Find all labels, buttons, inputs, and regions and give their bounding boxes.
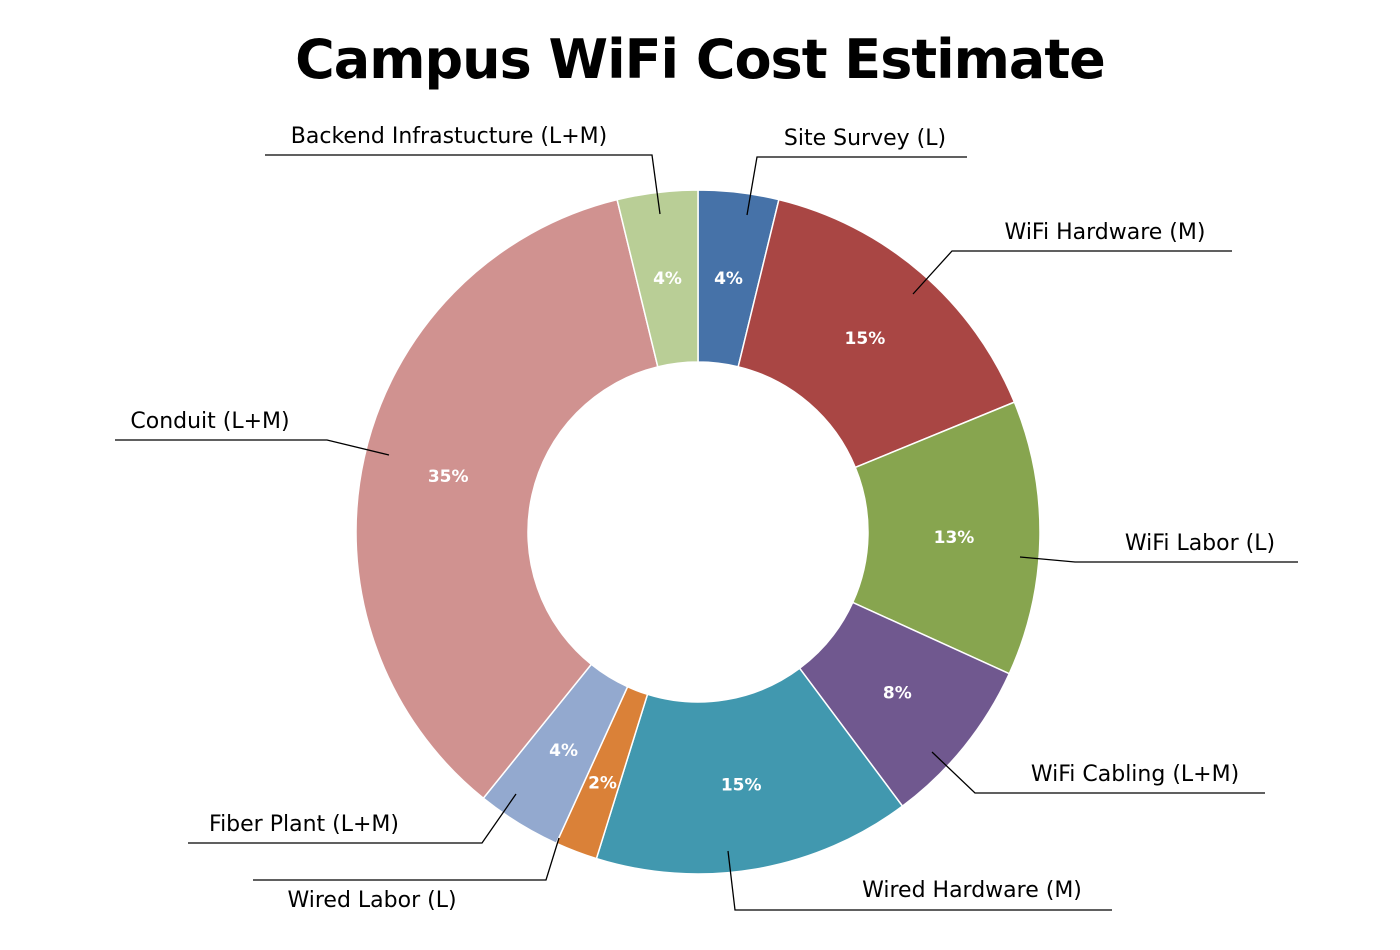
leader-line <box>727 850 1112 911</box>
donut-slice <box>355 198 659 800</box>
category-label-group: Site Survey (L) WiFi Hardware (M) WiFi Lab… <box>130 124 1275 913</box>
category-label: Fiber Plant (L+M) <box>209 812 399 837</box>
category-label: Backend Infrastucture (L+M) <box>291 124 607 149</box>
leader-line <box>188 793 517 844</box>
slice-percent-label: 15% <box>845 329 886 349</box>
donut-slice <box>851 401 1041 675</box>
category-label: Site Survey (L) <box>784 126 946 151</box>
slice-percent-label: 13% <box>934 528 975 548</box>
category-label: Wired Hardware (M) <box>862 878 1082 903</box>
leader-line <box>115 439 390 456</box>
leader-line <box>253 837 560 881</box>
category-label: WiFi Hardware (M) <box>1005 220 1206 245</box>
slice-percent-label: 2% <box>588 773 617 793</box>
slice-percent-label: 15% <box>721 775 762 795</box>
leader-line <box>912 250 1232 295</box>
donut-slice <box>616 189 699 368</box>
leader-line-group <box>115 154 1298 911</box>
donut-slice <box>595 667 904 875</box>
slice-percent-label: 4% <box>714 269 743 289</box>
category-label: WiFi Cabling (L+M) <box>1031 762 1239 787</box>
slice-percent-label: 8% <box>883 684 912 704</box>
slice-percent-label: 35% <box>428 467 469 487</box>
leader-line <box>931 751 1265 794</box>
slice-percent-label: 4% <box>653 269 682 289</box>
category-label: WiFi Labor (L) <box>1125 531 1275 556</box>
chart-title: Campus WiFi Cost Estimate <box>295 28 1106 91</box>
leader-line <box>1019 556 1298 563</box>
slice-percent-label: 4% <box>549 741 578 761</box>
percent-label-group: 4% 15% 13% 8% 15% 2% 4% 35% 4% <box>428 269 975 796</box>
donut-slice <box>737 198 1016 469</box>
leader-line <box>746 156 967 216</box>
slice-group <box>355 189 1041 875</box>
leader-line <box>265 154 661 215</box>
category-label: Wired Labor (L) <box>287 888 456 913</box>
category-label: Conduit (L+M) <box>130 409 289 434</box>
